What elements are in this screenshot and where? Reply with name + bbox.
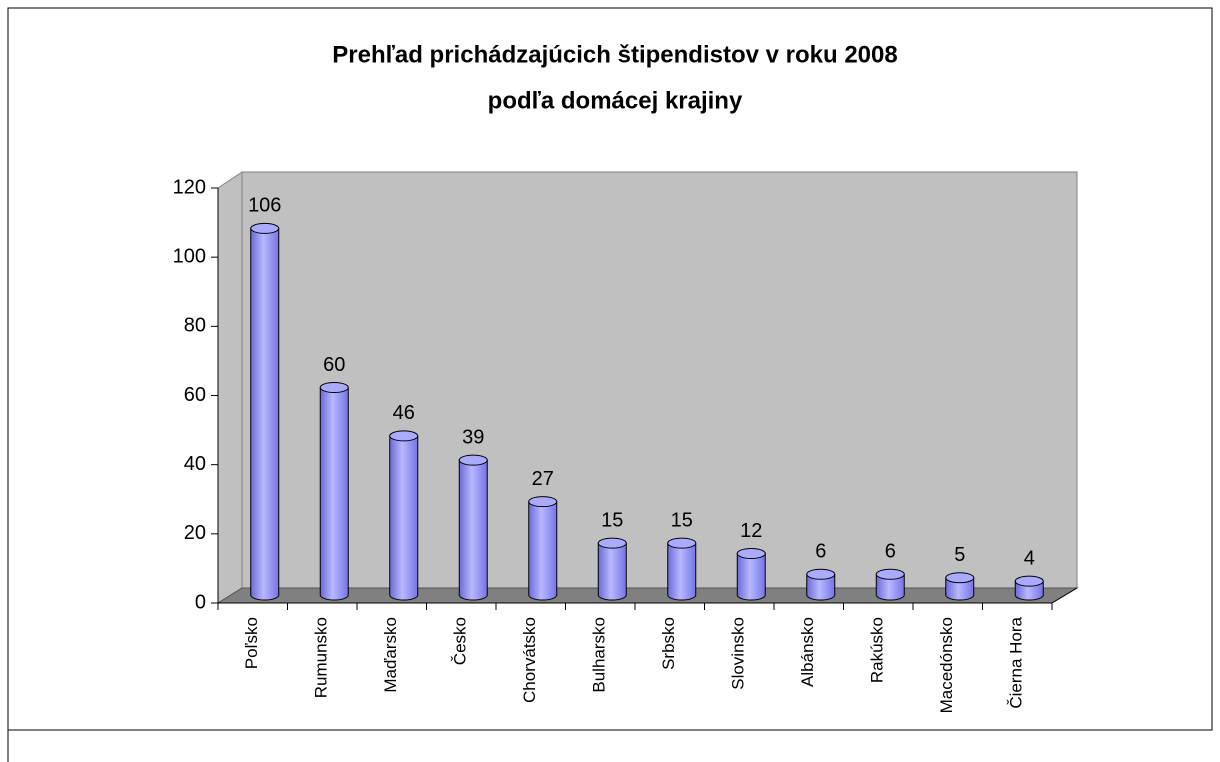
value-label: 12	[740, 520, 762, 542]
value-label: 46	[393, 402, 415, 424]
value-label: 27	[532, 468, 554, 490]
cylinder-body	[458, 459, 488, 601]
cylinder-body	[319, 387, 349, 601]
x-tick-label: Rumunsko	[312, 617, 331, 698]
y-tick-label: 20	[184, 522, 206, 544]
x-tick-label: Slovinsko	[729, 617, 748, 690]
cylinder-top	[250, 222, 280, 234]
cylinder	[875, 568, 905, 601]
value-label: 5	[954, 544, 965, 566]
cylinder-top	[319, 382, 349, 393]
cylinder	[1014, 575, 1044, 601]
x-tick-label: Česko	[451, 617, 470, 665]
value-label: 4	[1024, 547, 1035, 569]
x-tick-label: Maďarsko	[381, 617, 400, 693]
cylinder	[250, 222, 280, 601]
y-tick-label: 0	[195, 591, 206, 613]
value-label: 15	[601, 509, 623, 531]
x-tick-label: Srbsko	[659, 617, 678, 670]
cylinder	[806, 568, 836, 601]
x-tick-label: Bulharsko	[590, 617, 609, 693]
cylinder-top	[1014, 575, 1044, 587]
cylinder-top	[667, 537, 697, 549]
cylinder-top	[945, 572, 975, 584]
y-tick-label: 60	[184, 384, 206, 406]
cylinder-body	[806, 573, 836, 601]
cylinder-top	[389, 430, 419, 442]
chart-subtitle: podľa domácej krajiny	[488, 87, 743, 114]
cylinder-top	[806, 568, 836, 580]
value-label: 106	[248, 195, 281, 217]
cylinder	[458, 454, 488, 601]
value-label: 60	[323, 354, 345, 376]
cylinder	[528, 496, 558, 601]
cylinder	[667, 537, 697, 601]
frame	[7, 7, 1213, 731]
y-tick-label: 80	[184, 315, 206, 337]
x-tick-label: Čierna Hora	[1007, 616, 1026, 708]
cylinder-body	[875, 573, 905, 601]
value-label: 6	[885, 541, 896, 563]
value-label: 15	[671, 509, 693, 531]
cylinder-top	[736, 548, 766, 559]
cylinder-body	[667, 542, 697, 601]
cylinder-body	[945, 577, 975, 601]
cylinder-top	[458, 454, 488, 466]
cylinder-top	[875, 568, 905, 580]
cylinder-body	[528, 501, 558, 601]
x-tick-label: Poľsko	[242, 617, 261, 669]
cylinder-top	[528, 496, 558, 508]
x-tick-label: Macedónsko	[937, 617, 956, 713]
x-axis-depth	[1051, 587, 1078, 604]
cylinder-body	[736, 553, 766, 601]
cylinder-body	[597, 542, 627, 601]
x-tick-label: Chorvátsko	[520, 617, 539, 703]
back-wall	[241, 171, 1078, 589]
x-tick-label: Albánsko	[798, 617, 817, 687]
value-label: 6	[815, 541, 826, 563]
x-tick-label: Rakúsko	[868, 617, 887, 683]
y-tick-label: 100	[173, 245, 206, 267]
chart-title: Prehľad prichádzajúcich štipendistov v r…	[332, 41, 897, 68]
cylinder-top	[597, 537, 627, 549]
cylinder	[389, 430, 419, 601]
cylinder	[736, 548, 766, 601]
cylinder-body	[250, 227, 280, 601]
cylinder	[945, 572, 975, 601]
side-wall	[217, 171, 243, 604]
value-label: 39	[462, 426, 484, 448]
cylinder	[319, 382, 349, 601]
y-tick-label: 120	[173, 176, 206, 198]
y-tick-label: 40	[184, 453, 206, 475]
cylinder-body	[389, 435, 419, 601]
cylinder	[597, 537, 627, 601]
